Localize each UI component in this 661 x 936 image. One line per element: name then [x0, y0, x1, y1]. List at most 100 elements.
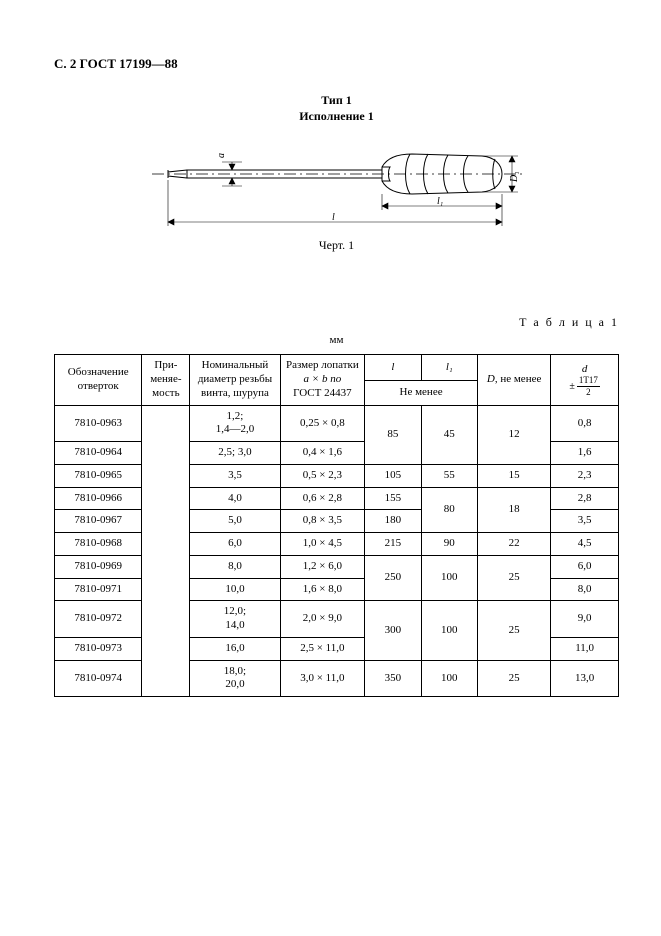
table-units: мм — [54, 334, 619, 346]
th-appl: При-меняе-мость — [142, 355, 190, 405]
cell-appl — [142, 405, 190, 697]
cell-D: 25 — [477, 555, 550, 601]
cell-blade: 0,4 × 1,6 — [280, 442, 365, 465]
cell-d: 11,0 — [551, 637, 619, 660]
cell-l1: 90 — [421, 533, 477, 556]
cell-desig: 7810-0969 — [55, 555, 142, 578]
page: С. 2 ГОСТ 17199—88 Тип 1 Исполнение 1 — [0, 0, 661, 936]
cell-d: 2,8 — [551, 487, 619, 510]
th-d-pm: ± — [569, 381, 577, 392]
figure-title: Тип 1 Исполнение 1 — [54, 92, 619, 124]
cell-diam: 12,0; 14,0 — [190, 601, 280, 638]
cell-diam: 2,5; 3,0 — [190, 442, 280, 465]
dim-l-label: l — [332, 212, 335, 223]
cell-desig: 7810-0974 — [55, 660, 142, 697]
cell-blade: 0,25 × 0,8 — [280, 405, 365, 442]
th-l: l — [365, 355, 421, 380]
cell-desig: 7810-0965 — [55, 464, 142, 487]
table-head-row-1: Обозначение отверток При-меняе-мость Ном… — [55, 355, 619, 380]
cell-blade: 1,0 × 4,5 — [280, 533, 365, 556]
cell-blade: 0,5 × 2,3 — [280, 464, 365, 487]
cell-D: 25 — [477, 601, 550, 660]
table-row: 7810-0974 18,0; 20,03,0 × 11,03501002513,… — [55, 660, 619, 697]
th-l1-text: l₁ — [446, 361, 453, 373]
th-d-sym: d — [582, 363, 588, 375]
cell-desig: 7810-0971 — [55, 578, 142, 601]
table-row: 7810-09631,2; 1,4—2,00,25 × 0,88545120,8 — [55, 405, 619, 442]
cell-d: 13,0 — [551, 660, 619, 697]
cell-diam: 3,5 — [190, 464, 280, 487]
cell-d: 4,5 — [551, 533, 619, 556]
th-D-rest: не менее — [500, 373, 541, 385]
cell-desig: 7810-0967 — [55, 510, 142, 533]
cell-D: 12 — [477, 405, 550, 464]
cell-l: 215 — [365, 533, 421, 556]
th-blade-l2: a × b по — [304, 373, 342, 385]
table-row: 7810-0968 6,01,0 × 4,521590224,5 — [55, 533, 619, 556]
cell-D: 25 — [477, 660, 550, 697]
figure-caption: Черт. 1 — [54, 238, 619, 253]
th-desig: Обозначение отверток — [55, 355, 142, 405]
table-label: Т а б л и ц а 1 — [54, 315, 619, 330]
page-header: С. 2 ГОСТ 17199—88 — [54, 56, 619, 72]
cell-diam: 6,0 — [190, 533, 280, 556]
cell-D: 15 — [477, 464, 550, 487]
th-d-frac-bot: 2 — [577, 387, 600, 397]
cell-l1: 100 — [421, 601, 477, 660]
cell-l: 350 — [365, 660, 421, 697]
cell-d: 1,6 — [551, 442, 619, 465]
cell-d: 3,5 — [551, 510, 619, 533]
cell-blade: 1,2 × 6,0 — [280, 555, 365, 578]
cell-l1: 100 — [421, 660, 477, 697]
cell-blade: 0,8 × 3,5 — [280, 510, 365, 533]
dim-l1-label: l₁ — [437, 196, 443, 207]
table-row: 7810-097212,0; 14,02,0 × 9,0300100259,0 — [55, 601, 619, 638]
table-row: 7810-09664,00,6 × 2,815580182,8 — [55, 487, 619, 510]
table-head: Обозначение отверток При-меняе-мость Ном… — [55, 355, 619, 405]
cell-d: 9,0 — [551, 601, 619, 638]
th-diam: Номинальный диаметр резьбы винта, шурупа — [190, 355, 280, 405]
cell-diam: 5,0 — [190, 510, 280, 533]
cell-blade: 2,5 × 11,0 — [280, 637, 365, 660]
cell-blade: 3,0 × 11,0 — [280, 660, 365, 697]
th-l-text: l — [391, 361, 394, 373]
th-d-frac-top: 1T17 — [577, 376, 600, 387]
cell-diam: 8,0 — [190, 555, 280, 578]
cell-d: 0,8 — [551, 405, 619, 442]
cell-diam: 18,0; 20,0 — [190, 660, 280, 697]
cell-desig: 7810-0968 — [55, 533, 142, 556]
cell-l: 180 — [365, 510, 421, 533]
cell-desig: 7810-0966 — [55, 487, 142, 510]
screwdriver-diagram-svg: a D₁ l₁ — [152, 134, 522, 230]
cell-desig: 7810-0964 — [55, 442, 142, 465]
th-blade-l1: Размер лопатки — [286, 359, 359, 371]
th-d-frac: 1T172 — [577, 376, 600, 397]
figure-drawing: a D₁ l₁ — [54, 134, 619, 230]
table-body: 7810-09631,2; 1,4—2,00,25 × 0,88545120,8… — [55, 405, 619, 697]
figure-title-line1: Тип 1 — [321, 93, 352, 107]
dim-D1-label: D₁ — [509, 172, 520, 184]
cell-l1: 55 — [421, 464, 477, 487]
table-row: 7810-09698,01,2 × 6,0250100256,0 — [55, 555, 619, 578]
cell-d: 6,0 — [551, 555, 619, 578]
cell-diam: 10,0 — [190, 578, 280, 601]
cell-diam: 4,0 — [190, 487, 280, 510]
cell-desig: 7810-0973 — [55, 637, 142, 660]
cell-l1: 80 — [421, 487, 477, 533]
cell-l: 85 — [365, 405, 421, 464]
th-blade: Размер лопатки a × b по ГОСТ 24437 — [280, 355, 365, 405]
cell-diam: 1,2; 1,4—2,0 — [190, 405, 280, 442]
cell-d: 8,0 — [551, 578, 619, 601]
th-blade-l3: ГОСТ 24437 — [293, 387, 351, 399]
cell-blade: 2,0 × 9,0 — [280, 601, 365, 638]
cell-l: 300 — [365, 601, 421, 660]
cell-d: 2,3 — [551, 464, 619, 487]
table-row: 7810-09653,50,5 × 2,310555152,3 — [55, 464, 619, 487]
th-d: d ±1T172 — [551, 355, 619, 405]
cell-blade: 1,6 × 8,0 — [280, 578, 365, 601]
cell-D: 22 — [477, 533, 550, 556]
cell-blade: 0,6 × 2,8 — [280, 487, 365, 510]
cell-l: 250 — [365, 555, 421, 601]
cell-desig: 7810-0972 — [55, 601, 142, 638]
cell-desig: 7810-0963 — [55, 405, 142, 442]
